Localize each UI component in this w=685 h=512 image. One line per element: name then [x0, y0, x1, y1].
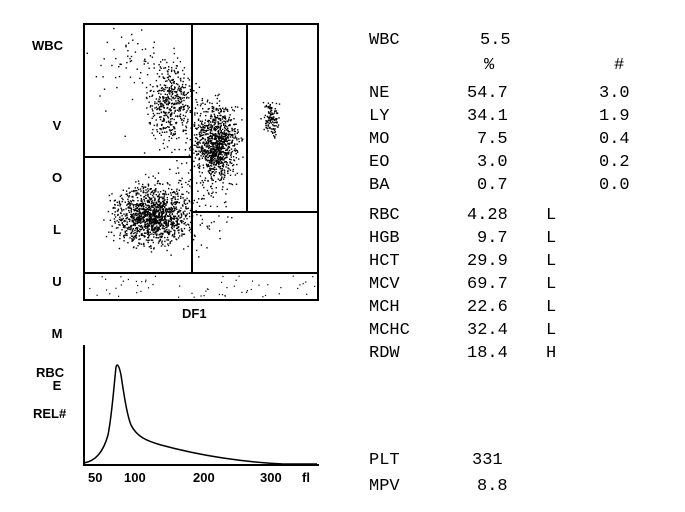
result-name: MO [369, 130, 390, 149]
result-value: 18.4 [467, 344, 508, 363]
result-value: 9.7 [477, 229, 508, 248]
result-percent: 0.7 [477, 176, 508, 195]
volume-letter: O [51, 170, 63, 185]
result-name: RDW [369, 344, 400, 363]
result-absolute: 3.0 [599, 84, 630, 103]
result-percent: 7.5 [477, 130, 508, 149]
result-flag: L [546, 206, 557, 225]
scatter-y-label: WBC [32, 38, 64, 53]
result-flag: L [546, 275, 557, 294]
result-name: MCHC [369, 321, 410, 340]
histogram-label-rbc: RBC [36, 365, 65, 380]
rbc-distribution-curve [83, 364, 317, 465]
result-name: RBC [369, 206, 400, 225]
result-value: 22.6 [467, 298, 508, 317]
result-value: 4.28 [467, 206, 508, 225]
histogram-tick: 300 [260, 470, 282, 485]
result-value: 331 [472, 451, 503, 470]
result-percent: 34.1 [467, 107, 508, 126]
histogram-tick: 50 [88, 470, 103, 485]
result-name: MCH [369, 298, 400, 317]
result-name: NE [369, 84, 390, 103]
result-value: 8.8 [477, 477, 508, 496]
volume-letter: V [52, 118, 62, 133]
result-value: 29.9 [467, 252, 508, 271]
scatter-x-label: DF1 [182, 306, 207, 321]
result-absolute: 1.9 [599, 107, 630, 126]
result-absolute: 0.2 [599, 153, 630, 172]
percent-header: % [484, 56, 495, 75]
result-name: HGB [369, 229, 400, 248]
result-name: HCT [369, 252, 400, 271]
result-value: 69.7 [467, 275, 508, 294]
wbc-scatterplot [83, 23, 319, 301]
result-flag: L [546, 321, 557, 340]
scatter-frame [83, 23, 319, 301]
histogram-label-rel: REL# [33, 406, 67, 421]
result-flag: L [546, 252, 557, 271]
volume-letter: U [52, 274, 62, 289]
histogram-tick: 200 [193, 470, 215, 485]
volume-letter: L [53, 222, 61, 237]
result-name: MCV [369, 275, 400, 294]
volume-letter: E [52, 378, 62, 393]
result-name: BA [369, 176, 390, 195]
rbc-histogram [83, 345, 319, 466]
result-percent: 3.0 [477, 153, 508, 172]
result-flag: L [546, 298, 557, 317]
volume-label: V O L U M E [50, 88, 64, 415]
volume-letter: M [51, 326, 63, 341]
scatter-dots [86, 27, 316, 298]
result-percent: 54.7 [467, 84, 508, 103]
result-name: WBC [369, 31, 400, 50]
result-absolute: 0.0 [599, 176, 630, 195]
histogram-tick: fl [302, 470, 310, 485]
result-name: MPV [369, 477, 400, 496]
result-name: LY [369, 107, 390, 126]
result-absolute: 0.4 [599, 130, 630, 149]
result-flag: L [546, 229, 557, 248]
histogram-tick: 100 [124, 470, 146, 485]
result-flag: H [546, 344, 557, 363]
result-value: 32.4 [467, 321, 508, 340]
result-name: EO [369, 153, 390, 172]
result-name: PLT [369, 451, 400, 470]
absolute-header: # [614, 56, 625, 75]
result-value: 5.5 [480, 31, 511, 50]
